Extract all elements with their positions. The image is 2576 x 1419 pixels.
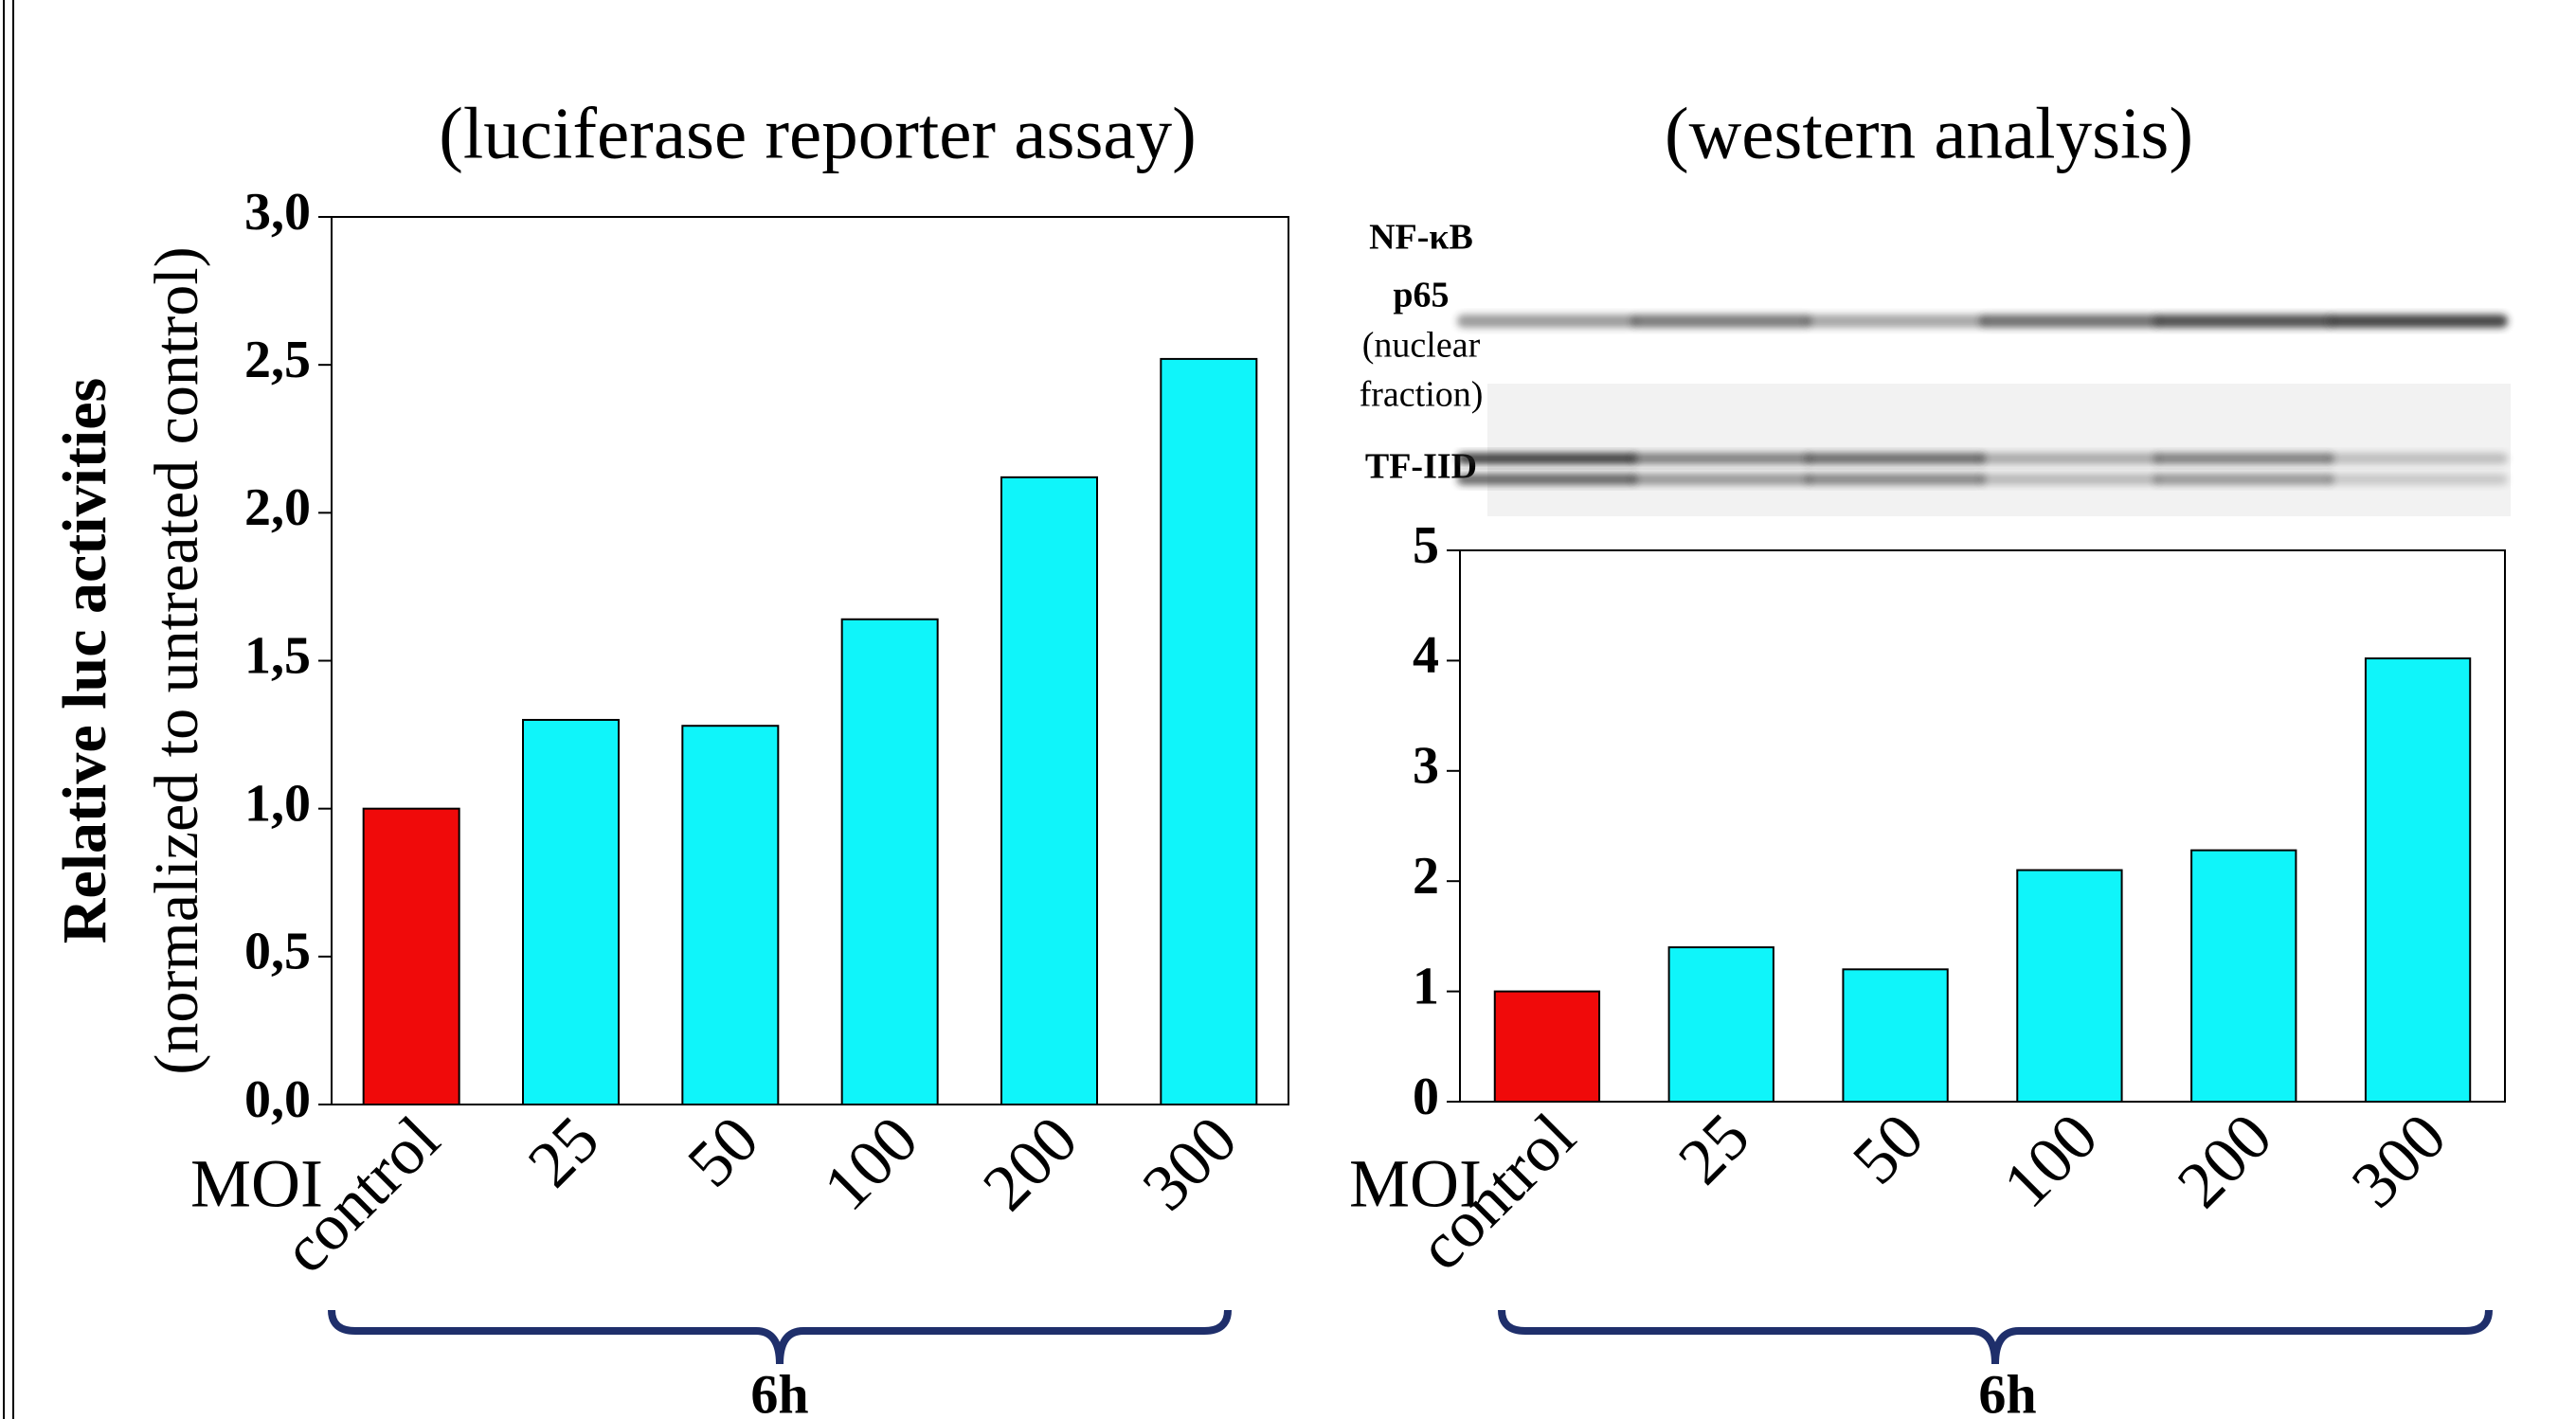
y-tick-label: 0,5 (244, 923, 311, 981)
blot-band (2328, 314, 2508, 328)
blot-label: fraction) (1360, 375, 1484, 415)
blot-band (2153, 453, 2333, 464)
blot-band (1979, 314, 2159, 328)
bar (2366, 658, 2470, 1102)
bar (682, 726, 778, 1105)
blot-band (1806, 453, 1986, 464)
y-tick-label: 1 (1413, 957, 1439, 1015)
y-tick-label: 0 (1413, 1068, 1439, 1126)
bar (1843, 969, 1947, 1102)
y-tick-label: 2,0 (244, 478, 311, 537)
blot-band (1457, 474, 1637, 485)
bar (1001, 477, 1097, 1105)
bar (2017, 871, 2121, 1102)
x-tick-label: 50 (675, 1103, 773, 1201)
blot-band (1631, 314, 1811, 328)
y-tick-label: 2,5 (244, 331, 311, 389)
x-tick-label: 100 (810, 1103, 932, 1225)
figure: (luciferase reporter assay) 0,0 0,5 1,0 1,5 2… (0, 0, 2576, 1419)
y-tick-label: 3 (1413, 737, 1439, 796)
plot-frame (1460, 550, 2505, 1102)
blot-background (1487, 384, 2511, 516)
blot-band (1631, 453, 1811, 464)
bar (364, 809, 459, 1105)
y-tick-label: 0,0 (244, 1070, 311, 1129)
group-label: 6h (1978, 1363, 2036, 1419)
bar (1495, 992, 1599, 1102)
y-tick-label: 1,5 (244, 626, 311, 685)
x-axis-label: MOI (190, 1146, 323, 1222)
y-tick-label: 5 (1413, 516, 1439, 575)
blot-band (1631, 474, 1811, 485)
x-tick-label: 200 (2164, 1100, 2286, 1222)
blot-band (1806, 474, 1986, 485)
y-tick-label: 2 (1413, 847, 1439, 906)
blot-band (1806, 314, 1986, 328)
x-tick-label: 200 (969, 1103, 1091, 1225)
x-tick-label: 100 (1990, 1100, 2112, 1222)
blot-label: NF-κB (1369, 218, 1473, 258)
blot-band (1979, 453, 2159, 464)
bar (1161, 359, 1256, 1105)
bar (1669, 947, 1774, 1102)
blot-band (1979, 474, 2159, 485)
blot-band (2153, 474, 2333, 485)
blot-band (2328, 453, 2508, 464)
y-axis-label: Relative luc activities (50, 378, 119, 943)
y-tick-label: 4 (1413, 626, 1439, 685)
bar (2191, 851, 2296, 1102)
x-tick-label: 300 (2338, 1100, 2460, 1222)
group-label: 6h (750, 1363, 808, 1419)
bar (523, 720, 619, 1105)
x-tick-label: 300 (1129, 1103, 1252, 1225)
blot-band (2153, 314, 2333, 328)
x-tick-label: 50 (1839, 1100, 1937, 1198)
blot-band (2328, 474, 2508, 485)
blot-band (1457, 314, 1637, 328)
group-brace (332, 1310, 1228, 1364)
subtitle: (luciferase reporter assay) (439, 93, 1196, 174)
blot-label: p65 (1393, 276, 1449, 315)
subtitle: (western analysis) (1665, 93, 2193, 174)
x-axis-label: MOI (1349, 1146, 1482, 1222)
y-axis-note: (normalized to untreated control) (142, 246, 211, 1074)
y-tick-label: 1,0 (244, 775, 311, 834)
group-brace (1502, 1310, 2489, 1364)
blot-label: (nuclear (1362, 326, 1481, 366)
plot-frame (332, 217, 1288, 1105)
bar (842, 620, 938, 1105)
x-tick-label: 25 (514, 1103, 613, 1201)
y-tick-label: 3,0 (244, 183, 311, 242)
blot-band (1457, 453, 1637, 464)
x-tick-label: 25 (1665, 1100, 1763, 1198)
